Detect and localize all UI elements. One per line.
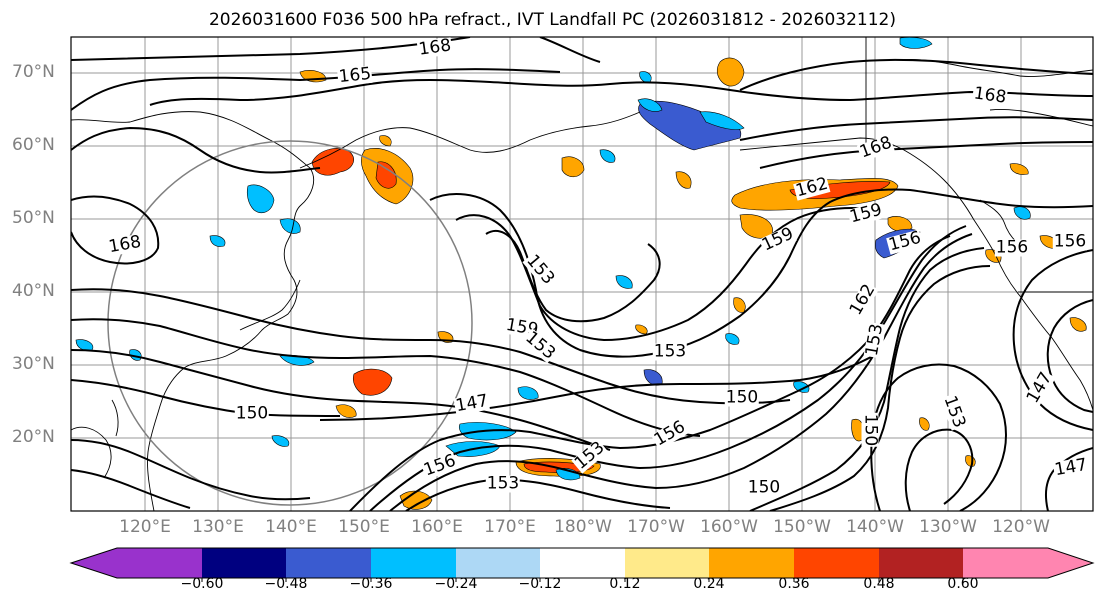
lon-label: 150°E xyxy=(338,517,390,537)
range-circle xyxy=(107,140,473,506)
colorbar-tick-label: −0.12 xyxy=(518,576,562,592)
contour-label: 150 xyxy=(746,477,782,498)
colorbar-tick-label: 0.60 xyxy=(947,576,979,592)
colorbar-segment xyxy=(540,548,625,578)
colorbar-tick-label: 0.48 xyxy=(863,576,895,592)
colorbar-segment xyxy=(709,548,794,578)
lat-label: 50°N xyxy=(12,208,55,228)
contour-label: 150 xyxy=(234,403,270,424)
colorbar-tick-label: −0.60 xyxy=(180,576,224,592)
contour-label: 156 xyxy=(1052,231,1088,252)
colorbar-tick-label: −0.48 xyxy=(264,576,308,592)
lon-label: 160°E xyxy=(411,517,463,537)
lon-label: 150°W xyxy=(773,517,831,537)
lon-label: 170°E xyxy=(484,517,536,537)
negative-anomaly-patches xyxy=(75,37,1031,481)
lat-label: 40°N xyxy=(12,281,55,301)
contour-label: 150 xyxy=(724,387,760,408)
colorbar-extend-min xyxy=(71,548,117,578)
contour-label: 153 xyxy=(652,341,688,362)
contour-label: 153 xyxy=(485,473,521,494)
contour-label: 156 xyxy=(994,237,1030,258)
gridlines xyxy=(71,37,1093,511)
colorbar-segment xyxy=(456,548,540,578)
lat-label: 30°N xyxy=(12,354,55,374)
colorbar-tick-label: 0.12 xyxy=(609,576,641,592)
refractivity-contours xyxy=(71,37,1093,511)
colorbar-segment xyxy=(286,548,371,578)
colorbar-tick-label: 0.36 xyxy=(778,576,810,592)
colorbar-outline xyxy=(69,547,1095,579)
map-frame xyxy=(70,36,1094,512)
lon-label: 180°W xyxy=(554,517,612,537)
lon-label: 140°E xyxy=(265,517,317,537)
lon-label: 160°W xyxy=(700,517,758,537)
colorbar-segment xyxy=(879,548,963,578)
colorbar-segment xyxy=(371,548,456,578)
colorbar-segment xyxy=(202,548,286,578)
colorbar-segment xyxy=(625,548,709,578)
colorbar xyxy=(69,547,1095,582)
lat-label: 60°N xyxy=(12,135,55,155)
lon-label: 170°W xyxy=(627,517,685,537)
contour-label: 168 xyxy=(971,83,1009,108)
contour-label: 150 xyxy=(860,412,881,448)
map-frame-bg xyxy=(71,37,1093,511)
colorbar-segment xyxy=(117,548,202,578)
lon-label: 120°W xyxy=(992,517,1050,537)
lon-label: 140°W xyxy=(846,517,904,537)
lat-label: 70°N xyxy=(12,62,55,82)
colorbar-tick-label: −0.24 xyxy=(434,576,478,592)
lat-label: 20°N xyxy=(12,427,55,447)
lon-label: 120°E xyxy=(119,517,171,537)
colorbar-tick-label: −0.36 xyxy=(349,576,393,592)
map-title: 2026031600 F036 500 hPa refract., IVT La… xyxy=(208,10,896,30)
lon-label: 130°E xyxy=(192,517,244,537)
contour-label: 168 xyxy=(416,35,454,60)
colorbar-extend-max xyxy=(1048,548,1093,578)
colorbar-tick-label: 0.24 xyxy=(693,576,725,592)
colorbar-segment xyxy=(963,548,1048,578)
lon-label: 130°W xyxy=(919,517,977,537)
colorbar-segment xyxy=(794,548,879,578)
contour-label: 165 xyxy=(336,63,374,88)
